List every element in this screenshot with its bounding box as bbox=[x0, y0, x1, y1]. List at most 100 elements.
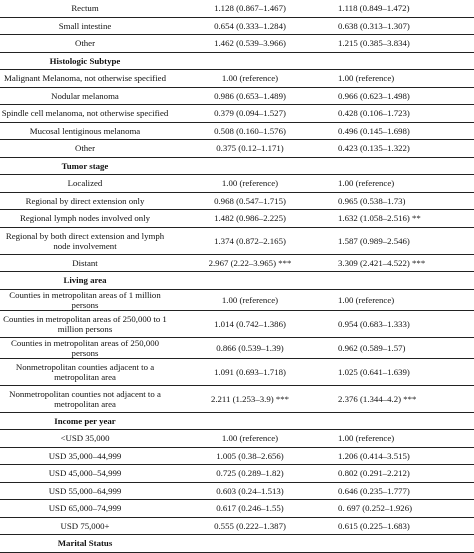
table-row: Nonmetropolitan counties not adjacent to… bbox=[0, 385, 474, 413]
empty-cell bbox=[330, 157, 474, 175]
row-label: Malignant Melanoma, not otherwise specif… bbox=[0, 69, 170, 88]
hazard-ratio-model-2: 0.966 (0.623–1.498) bbox=[330, 87, 474, 105]
row-label: Counties in metropolitan areas of 1 mill… bbox=[0, 289, 170, 311]
empty-cell bbox=[330, 534, 474, 553]
hazard-ratio-model-1: 0.555 (0.222–1.387) bbox=[170, 517, 330, 535]
hazard-ratio-model-1: 0.986 (0.653–1.489) bbox=[170, 87, 330, 105]
hazard-ratio-model-1: 0.379 (0.094–1.527) bbox=[170, 104, 330, 123]
table-row: Counties in metropolitan areas of 250,00… bbox=[0, 337, 474, 359]
hazard-ratio-model-1: 0.654 (0.333–1.284) bbox=[170, 17, 330, 35]
hazard-ratio-model-2: 0.428 (0.106–1.723) bbox=[330, 104, 474, 123]
hazard-ratio-model-1: 0.375 (0.12–1.171) bbox=[170, 139, 330, 158]
table-row: Nonmetropolitan counties adjacent to a m… bbox=[0, 358, 474, 386]
row-label: <USD 35,000 bbox=[0, 429, 170, 448]
hazard-ratio-model-1: 1.00 (reference) bbox=[170, 69, 330, 88]
hazard-ratio-model-2: 1.00 (reference) bbox=[330, 69, 474, 88]
section-header-row: Income per year bbox=[0, 412, 474, 430]
empty-cell bbox=[330, 52, 474, 70]
row-label: Regional by direct extension only bbox=[0, 192, 170, 210]
table-row: Small intestine 0.654 (0.333–1.284) 0.638 … bbox=[0, 17, 474, 35]
hazard-ratio-model-2: 1.00 (reference) bbox=[330, 289, 474, 311]
hazard-ratio-model-2: 1.215 (0.385–3.834) bbox=[330, 34, 474, 53]
hazard-ratio-model-1: 1.482 (0.986–2.225) bbox=[170, 209, 330, 228]
hazard-ratio-model-1: 0.617 (0.246–1.55) bbox=[170, 499, 330, 518]
table-row: Mucosal lentiginous melanoma 0.508 (0.160… bbox=[0, 122, 474, 140]
hazard-ratio-model-2: 0.954 (0.683–1.333) bbox=[330, 310, 474, 338]
hazard-ratio-model-2: 0. 697 (0.252–1.926) bbox=[330, 499, 474, 518]
table-row: USD 75,000+ 0.555 (0.222–1.387) 0.615 (0.2… bbox=[0, 517, 474, 535]
hazard-ratio-model-1: 1.00 (reference) bbox=[170, 174, 330, 193]
table-row: Counties in metropolitan areas of 250,00… bbox=[0, 310, 474, 338]
hazard-ratio-model-1: 1.462 (0.539–3.966) bbox=[170, 34, 330, 53]
table-row: Regional by both direct extension and ly… bbox=[0, 227, 474, 255]
hazard-ratio-model-1: 0.866 (0.539–1.39) bbox=[170, 337, 330, 359]
hazard-ratio-model-2: 2.376 (1.344–4.2) *** bbox=[330, 385, 474, 413]
hazard-ratio-model-2: 1.00 (reference) bbox=[330, 174, 474, 193]
table-row: Rectum 1.128 (0.867–1.467) 1.118 (0.849–1.… bbox=[0, 0, 474, 18]
empty-cell bbox=[170, 157, 330, 175]
empty-cell bbox=[330, 412, 474, 430]
hazard-ratio-model-2: 1.632 (1.058–2.516) ** bbox=[330, 209, 474, 228]
table-row: Counties in metropolitan areas of 1 mill… bbox=[0, 289, 474, 311]
row-label: Mucosal lentiginous melanoma bbox=[0, 122, 170, 140]
hazard-ratio-model-2: 0.423 (0.135–1.322) bbox=[330, 139, 474, 158]
row-label: Counties in metropolitan areas of 250,00… bbox=[0, 310, 170, 338]
hazard-ratio-model-1: 1.014 (0.742–1.386) bbox=[170, 310, 330, 338]
table-row: <USD 35,000 1.00 (reference) 1.00 (referen… bbox=[0, 429, 474, 448]
table-row: USD 55,000–64,999 0.603 (0.24–1.513) 0.646… bbox=[0, 482, 474, 500]
section-header-row: Marital Status bbox=[0, 534, 474, 553]
empty-cell bbox=[330, 271, 474, 290]
hazard-ratio-model-1: 1.091 (0.693–1.718) bbox=[170, 358, 330, 386]
hazard-ratio-model-2: 0.962 (0.589–1.57) bbox=[330, 337, 474, 359]
row-label: Nonmetropolitan counties adjacent to a m… bbox=[0, 358, 170, 386]
row-label: Nonmetropolitan counties not adjacent to… bbox=[0, 385, 170, 413]
table-row: Other 0.375 (0.12–1.171) 0.423 (0.135–1.32… bbox=[0, 139, 474, 158]
hazard-ratio-model-2: 0.802 (0.291–2.212) bbox=[330, 464, 474, 483]
table-row: Malignant Melanoma, not otherwise specif… bbox=[0, 69, 474, 88]
table-row: USD 65,000–74,999 0.617 (0.246–1.55) 0. 69… bbox=[0, 499, 474, 518]
row-label: Distant bbox=[0, 254, 170, 272]
table-row: Localized 1.00 (reference) 1.00 (reference… bbox=[0, 174, 474, 193]
row-label: Rectum bbox=[0, 0, 170, 18]
section-label: Marital Status bbox=[0, 534, 170, 553]
empty-cell bbox=[170, 412, 330, 430]
hazard-ratio-model-1: 2.211 (1.253–3.9) *** bbox=[170, 385, 330, 413]
hazard-ratio-model-2: 1.025 (0.641–1.639) bbox=[330, 358, 474, 386]
hazard-ratio-model-2: 0.646 (0.235–1.777) bbox=[330, 482, 474, 500]
hazard-ratio-model-2: 0.638 (0.313–1.307) bbox=[330, 17, 474, 35]
hazard-ratio-model-1: 0.508 (0.160–1.576) bbox=[170, 122, 330, 140]
row-label: USD 35,000–44,999 bbox=[0, 447, 170, 465]
hazard-ratio-model-2: 0.615 (0.225–1.683) bbox=[330, 517, 474, 535]
empty-cell bbox=[170, 271, 330, 290]
hazard-ratio-model-1: 0.603 (0.24–1.513) bbox=[170, 482, 330, 500]
hazard-ratio-model-1: 1.005 (0.38–2.656) bbox=[170, 447, 330, 465]
table-row: Regional by direct extension only 0.968 (… bbox=[0, 192, 474, 210]
table-row: Distant 2.967 (2.22–3.965) *** 3.309 (2.42… bbox=[0, 254, 474, 272]
hazard-ratio-model-2: 1.587 (0.989–2.546) bbox=[330, 227, 474, 255]
row-label: USD 75,000+ bbox=[0, 517, 170, 535]
section-header-row: Histologic Subtype bbox=[0, 52, 474, 70]
hazard-ratio-model-2: 1.206 (0.414–3.515) bbox=[330, 447, 474, 465]
row-label: Small intestine bbox=[0, 17, 170, 35]
table-row: Spindle cell melanoma, not otherwise spe… bbox=[0, 104, 474, 123]
empty-cell bbox=[170, 534, 330, 553]
row-label: USD 45,000–54,999 bbox=[0, 464, 170, 483]
hazard-ratio-model-1: 0.968 (0.547–1.715) bbox=[170, 192, 330, 210]
table-row: USD 45,000–54,999 0.725 (0.289–1.82) 0.802… bbox=[0, 464, 474, 483]
section-label: Income per year bbox=[0, 412, 170, 430]
row-label: Other bbox=[0, 139, 170, 158]
hazard-ratio-model-2: 3.309 (2.421–4.522) *** bbox=[330, 254, 474, 272]
empty-cell bbox=[170, 52, 330, 70]
table-row: USD 35,000–44,999 1.005 (0.38–2.656) 1.206… bbox=[0, 447, 474, 465]
table-row: Nodular melanoma 0.986 (0.653–1.489) 0.966… bbox=[0, 87, 474, 105]
row-label: Counties in metropolitan areas of 250,00… bbox=[0, 337, 170, 359]
row-label: Spindle cell melanoma, not otherwise spe… bbox=[0, 104, 170, 123]
row-label: Localized bbox=[0, 174, 170, 193]
hazard-ratio-model-1: 1.00 (reference) bbox=[170, 429, 330, 448]
hazard-ratio-model-1: 1.00 (reference) bbox=[170, 289, 330, 311]
hazard-ratio-model-2: 0.965 (0.538–1.73) bbox=[330, 192, 474, 210]
hazard-ratio-model-1: 1.374 (0.872–2.165) bbox=[170, 227, 330, 255]
row-label: USD 65,000–74,999 bbox=[0, 499, 170, 518]
